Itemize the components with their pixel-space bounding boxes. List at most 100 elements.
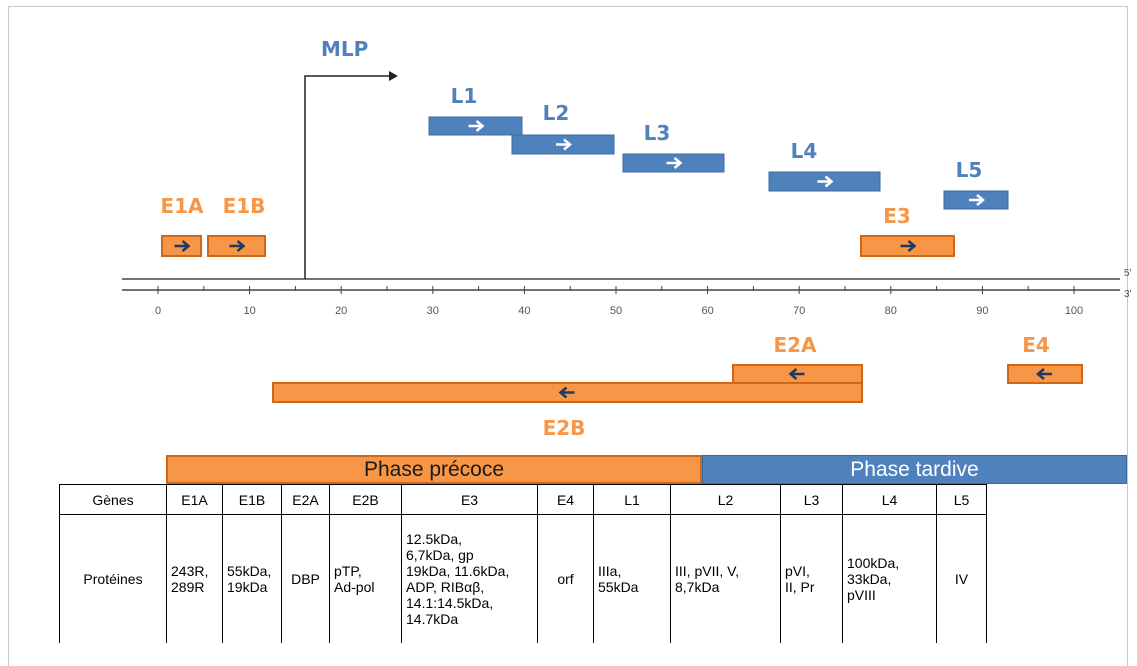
unit-e2a: E2A xyxy=(732,333,863,384)
gene-cell-e3: E3 xyxy=(401,484,538,515)
protein-line: 14.7kDa xyxy=(406,611,459,627)
protein-line: DBP xyxy=(291,571,320,587)
unit-label: L3 xyxy=(644,121,671,145)
arrow-right-icon xyxy=(556,138,572,151)
arrow-right-icon xyxy=(468,120,485,132)
tick-label: 10 xyxy=(243,305,255,317)
scale-ticks: 0 10 20 30 40 50 60 70 80 90 100 xyxy=(155,286,1083,317)
protein-line: 289R xyxy=(171,579,205,595)
phase-late-banner: Phase tardive xyxy=(702,455,1127,484)
tick-label: 100 xyxy=(1065,305,1083,317)
protein-line: Ad-pol xyxy=(334,579,375,595)
tick-label: 40 xyxy=(518,305,530,317)
protein-line: ADP, RIBαβ, xyxy=(406,579,485,595)
unit-l5: L5 xyxy=(943,158,1009,210)
gene-cell-l3: L3 xyxy=(780,484,843,515)
gene-cell-l1: L1 xyxy=(593,484,671,515)
protein-line: IV xyxy=(954,571,969,587)
arrow-right-icon xyxy=(174,240,191,252)
unit-l3: L3 xyxy=(622,121,725,173)
arrow-right-icon xyxy=(969,194,985,206)
unit-label: L1 xyxy=(451,84,478,108)
protein-cell-l4: 100kDa, 33kDa, pVIII xyxy=(842,514,937,643)
mlp-label: MLP xyxy=(321,37,368,61)
gene-cell-e1b: E1B xyxy=(222,484,282,515)
unit-label: E2A xyxy=(773,333,817,357)
arrow-right-icon xyxy=(666,157,683,169)
tick-label: 0 xyxy=(155,305,161,317)
protein-cell-e4: orf xyxy=(537,514,594,643)
genome-map-diagram: 5' 3' 0 10 20 30 40 50 60 70 80 90 100 MLP E1A E1B L… xyxy=(122,37,1132,440)
protein-line: 14.1:14.5kDa, xyxy=(406,595,494,611)
gene-cell-l2: L2 xyxy=(670,484,781,515)
gene-cell-e1a: E1A xyxy=(166,484,223,515)
tick-label: 60 xyxy=(701,305,713,317)
mlp-promoter-arrow xyxy=(304,71,398,279)
unit-label: E1A xyxy=(160,194,204,218)
protein-line: III, pVII, V, xyxy=(675,563,740,579)
protein-cell-e1a: 243R, 289R xyxy=(166,514,223,643)
tick-label: 50 xyxy=(610,305,622,317)
unit-label: E2B xyxy=(543,416,586,440)
gene-cell-l4: L4 xyxy=(842,484,937,515)
gene-cell-l5: L5 xyxy=(936,484,987,515)
unit-label: E4 xyxy=(1022,333,1050,357)
unit-e1a: E1A xyxy=(160,194,204,257)
protein-line: 19kDa, 11.6kDa, xyxy=(406,563,510,579)
tick-label: 80 xyxy=(885,305,897,317)
protein-line: pVI, xyxy=(785,563,810,579)
proteins-row-header: Protéines xyxy=(59,514,167,643)
protein-cell-l2: III, pVII, V, 8,7kDa xyxy=(670,514,781,643)
unit-label: E1B xyxy=(223,194,266,218)
gene-cell-e2b: E2B xyxy=(329,484,402,515)
protein-line: pTP, xyxy=(334,563,362,579)
unit-label: L2 xyxy=(543,101,570,125)
figure-frame xyxy=(8,6,1128,666)
protein-line: 6,7kDa, gp xyxy=(406,547,474,563)
tick-label: 90 xyxy=(976,305,988,317)
protein-line: II, Pr xyxy=(785,579,815,595)
unit-l1: L1 xyxy=(428,84,523,136)
tick-label: 20 xyxy=(335,305,347,317)
protein-cell-e1b: 55kDa, 19kDa xyxy=(222,514,282,643)
protein-cell-l5: IV xyxy=(936,514,987,643)
phase-early-banner: Phase précoce xyxy=(166,455,702,484)
unit-l2: L2 xyxy=(511,101,615,155)
tick-label: 70 xyxy=(793,305,805,317)
protein-line: 243R, xyxy=(171,563,209,579)
unit-e3: E3 xyxy=(860,204,955,257)
protein-line: 100kDa, xyxy=(847,555,900,571)
protein-line: 19kDa xyxy=(227,579,268,595)
protein-line: 55kDa xyxy=(598,579,639,595)
arrow-right-icon xyxy=(817,175,834,188)
strand-label-bottom: 3' xyxy=(1124,289,1132,300)
unit-e4: E4 xyxy=(1007,333,1083,384)
protein-line: orf xyxy=(557,571,574,587)
gene-protein-table: Gènes E1A E1B E2A E2B E3 E4 L1 L2 L3 L4 L5 Protéin… xyxy=(59,484,987,643)
proteins-row: Protéines 243R, 289R 55kDa, 19kDa DBP pTP, Ad-… xyxy=(59,514,987,643)
protein-cell-e2b: pTP, Ad-pol xyxy=(329,514,402,643)
protein-line: 55kDa, xyxy=(227,563,272,579)
unit-l4: L4 xyxy=(768,139,881,192)
unit-label: E3 xyxy=(883,204,911,228)
protein-line: IIIa, xyxy=(598,563,622,579)
protein-line: 33kDa, xyxy=(847,571,892,587)
arrow-right-icon xyxy=(900,240,917,252)
arrow-right-icon xyxy=(229,240,246,252)
protein-cell-l3: pVI, II, Pr xyxy=(780,514,843,643)
arrow-left-icon xyxy=(1036,368,1052,380)
protein-cell-e2a: DBP xyxy=(281,514,330,643)
protein-line: pVIII xyxy=(847,587,876,603)
gene-cell-e4: E4 xyxy=(537,484,594,515)
unit-e2b: E2B xyxy=(272,382,863,440)
tick-label: 30 xyxy=(427,305,439,317)
genes-row: Gènes E1A E1B E2A E2B E3 E4 L1 L2 L3 L4 L5 xyxy=(59,484,987,515)
genes-row-header: Gènes xyxy=(59,484,167,515)
unit-label: L5 xyxy=(956,158,983,182)
gene-cell-e2a: E2A xyxy=(281,484,330,515)
protein-cell-l1: IIIa, 55kDa xyxy=(593,514,671,643)
unit-label: L4 xyxy=(791,139,818,163)
protein-line: 8,7kDa xyxy=(675,579,720,595)
phase-bar: Phase précoce Phase tardive xyxy=(166,455,1127,484)
arrow-left-icon xyxy=(558,386,575,399)
